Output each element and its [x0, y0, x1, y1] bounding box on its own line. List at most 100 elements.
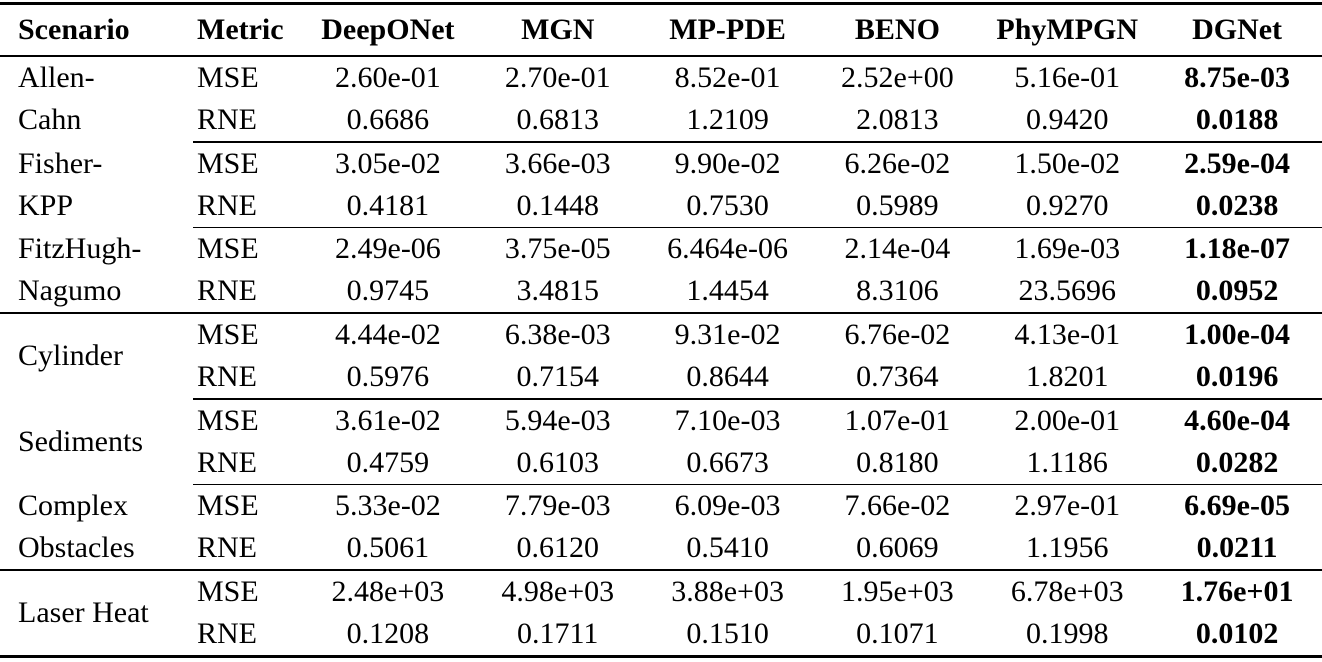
value-mp-pde: 0.8644 — [686, 360, 769, 393]
value-dgnet: 8.75e-03 — [1184, 61, 1290, 94]
section-rule — [0, 312, 1322, 314]
group-rows: MSE 5.33e-02 7.79e-03 6.09e-03 7.66e-02 … — [193, 485, 1322, 569]
value-phympgn: 0.1998 — [1025, 617, 1109, 650]
value-mp-pde: 1.4454 — [686, 274, 769, 307]
value-deeponet: 2.60e-01 — [335, 61, 441, 94]
scenario-group-laser-heat: Laser Heat MSE 2.48e+03 4.98e+03 3.88e+0… — [0, 571, 1322, 655]
metric-label: MSE — [197, 403, 259, 437]
value-beno: 0.6069 — [856, 531, 939, 564]
value-phympgn: 1.1956 — [1025, 531, 1109, 564]
table-row: RNE 0.4759 0.6103 0.6673 0.8180 1.1186 0… — [193, 442, 1322, 484]
value-deeponet: 0.6686 — [346, 103, 430, 136]
value-phympgn: 0.9270 — [1025, 188, 1109, 222]
value-mp-pde: 0.6673 — [686, 445, 769, 479]
table-row: MSE 2.60e-01 2.70e-01 8.52e-01 2.52e+00 … — [193, 57, 1322, 99]
value-mgn: 7.79e-03 — [504, 489, 611, 522]
scenario-label-laser-heat: Laser Heat — [0, 571, 193, 655]
table-row: MSE 4.44e-02 6.38e-03 9.31e-02 6.76e-02 … — [193, 314, 1322, 356]
metric-label: RNE — [197, 360, 257, 393]
scenario-line: Cylinder — [18, 339, 123, 372]
value-beno: 1.07e-01 — [844, 403, 951, 437]
table-bottom-rule — [0, 655, 1322, 658]
column-header-mp-pde: MP-PDE — [669, 13, 786, 46]
scenario-line: Obstacles — [18, 531, 135, 564]
scenario-group-fitzhugh-nagumo: FitzHugh- Nagumo MSE 2.49e-06 3.75e-05 6… — [0, 228, 1322, 312]
value-mgn: 3.75e-05 — [504, 232, 611, 265]
metric-label: MSE — [197, 61, 259, 94]
table-row: RNE 0.6686 0.6813 1.2109 2.0813 0.9420 0… — [193, 99, 1322, 141]
column-header-phympgn: PhyMPGN — [996, 13, 1139, 46]
value-mp-pde: 1.2109 — [686, 103, 769, 136]
value-phympgn: 0.9420 — [1025, 103, 1109, 136]
value-deeponet: 0.5976 — [346, 360, 430, 393]
value-dgnet: 1.76e+01 — [1180, 575, 1294, 608]
scenario-line: Cahn — [18, 103, 82, 136]
table-row: MSE 3.05e-02 3.66e-03 9.90e-02 6.26e-02 … — [193, 143, 1322, 185]
scenario-label-sediments: Sediments — [0, 400, 193, 484]
value-phympgn: 1.50e-02 — [1014, 146, 1121, 180]
scenario-group-allen-cahn: Allen- Cahn MSE 2.60e-01 2.70e-01 8.52e-… — [0, 57, 1322, 141]
value-beno: 7.66e-02 — [844, 489, 951, 522]
metric-label: RNE — [197, 188, 257, 222]
metric-label: MSE — [197, 489, 259, 522]
metric-label: RNE — [197, 103, 257, 136]
value-mp-pde: 7.10e-03 — [674, 403, 781, 437]
scenario-label-fitzhugh-nagumo: FitzHugh- Nagumo — [0, 228, 193, 312]
value-dgnet: 2.59e-04 — [1184, 146, 1290, 180]
group-rows: MSE 3.05e-02 3.66e-03 9.90e-02 6.26e-02 … — [193, 143, 1322, 227]
value-phympgn: 1.1186 — [1026, 445, 1108, 479]
value-dgnet: 4.60e-04 — [1184, 403, 1290, 437]
scenario-group-sediments: Sediments MSE 3.61e-02 5.94e-03 7.10e-03… — [0, 400, 1322, 484]
value-mgn: 2.70e-01 — [504, 61, 611, 94]
value-dgnet: 0.0188 — [1195, 103, 1279, 136]
value-deeponet: 2.48e+03 — [331, 575, 445, 608]
scenario-line: Nagumo — [18, 274, 122, 307]
table-row: RNE 0.5061 0.6120 0.5410 0.6069 1.1956 0… — [193, 527, 1322, 569]
value-deeponet: 0.5061 — [346, 531, 430, 564]
value-mgn: 0.6813 — [516, 103, 599, 136]
value-beno: 0.1071 — [856, 617, 939, 650]
value-mgn: 0.6103 — [516, 445, 599, 479]
metric-label: RNE — [197, 445, 257, 479]
header-bottom-rule — [0, 55, 1322, 57]
value-deeponet: 3.61e-02 — [335, 403, 441, 437]
value-beno: 2.0813 — [856, 103, 939, 136]
value-beno: 2.52e+00 — [841, 61, 954, 94]
value-deeponet: 0.4759 — [346, 445, 430, 479]
value-deeponet: 0.9745 — [346, 274, 430, 307]
group-separator-rule — [193, 226, 1322, 228]
scenario-line: Laser Heat — [18, 596, 149, 629]
value-mgn: 3.4815 — [516, 274, 599, 307]
value-beno: 0.8180 — [856, 445, 939, 479]
group-rows: MSE 2.60e-01 2.70e-01 8.52e-01 2.52e+00 … — [193, 57, 1322, 141]
value-dgnet: 0.0196 — [1195, 360, 1279, 393]
scenario-label-allen-cahn: Allen- Cahn — [0, 57, 193, 141]
value-mgn: 3.66e-03 — [504, 146, 611, 180]
value-beno: 0.7364 — [856, 360, 939, 393]
value-mp-pde: 6.09e-03 — [674, 489, 781, 522]
column-header-scenario: Scenario — [18, 13, 130, 46]
metric-label: MSE — [197, 146, 259, 180]
value-deeponet: 2.49e-06 — [335, 232, 441, 265]
group-separator-rule — [193, 483, 1322, 485]
value-deeponet: 3.05e-02 — [335, 146, 441, 180]
value-mgn: 0.1448 — [516, 188, 599, 222]
value-deeponet: 0.1208 — [346, 617, 430, 650]
group-separator-rule — [193, 398, 1322, 400]
value-phympgn: 5.16e-01 — [1014, 61, 1121, 94]
scenario-group-complex-obstacles: Complex Obstacles MSE 5.33e-02 7.79e-03 … — [0, 485, 1322, 569]
value-dgnet: 6.69e-05 — [1184, 489, 1290, 522]
table-row: RNE 0.4181 0.1448 0.7530 0.5989 0.9270 0… — [193, 185, 1322, 227]
scenario-line: Sediments — [18, 424, 143, 458]
scenario-label-fisher-kpp: Fisher- KPP — [0, 143, 193, 227]
value-mgn: 0.6120 — [516, 531, 599, 564]
group-rows: MSE 2.49e-06 3.75e-05 6.464e-06 2.14e-04… — [193, 228, 1322, 312]
metric-label: RNE — [197, 617, 257, 650]
value-phympgn: 1.69e-03 — [1014, 232, 1121, 265]
metric-label: MSE — [197, 232, 259, 265]
value-beno: 8.3106 — [856, 274, 939, 307]
value-mgn: 4.98e+03 — [501, 575, 615, 608]
value-beno: 1.95e+03 — [841, 575, 954, 608]
table-row: MSE 2.48e+03 4.98e+03 3.88e+03 1.95e+03 … — [193, 571, 1322, 613]
